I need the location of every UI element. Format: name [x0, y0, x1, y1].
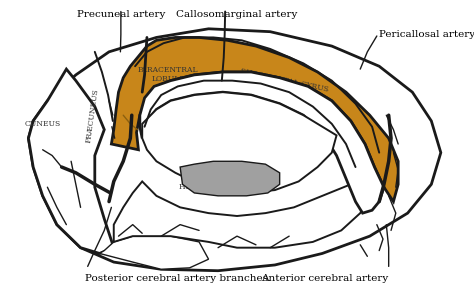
Text: HIPPO CAM PAL G YRUS: HIPPO CAM PAL G YRUS: [179, 183, 276, 191]
Text: Corpus callosum: Corpus callosum: [201, 124, 273, 141]
Text: CUNEUS: CUNEUS: [25, 120, 61, 128]
Text: Precuneal artery: Precuneal artery: [77, 10, 165, 19]
Polygon shape: [111, 37, 398, 202]
Polygon shape: [28, 69, 114, 253]
Polygon shape: [140, 72, 384, 213]
Text: Pericallosal artery: Pericallosal artery: [379, 30, 474, 39]
Polygon shape: [114, 181, 370, 248]
Text: PRÆCUNEUS: PRÆCUNEUS: [85, 88, 100, 143]
Text: Posterior cerebral artery branches: Posterior cerebral artery branches: [85, 274, 268, 283]
Text: PARACENTRAL
LOBULE: PARACENTRAL LOBULE: [138, 66, 199, 84]
Text: SUP. FRONTAL GYRUS: SUP. FRONTAL GYRUS: [239, 67, 329, 94]
Text: Callosomarginal artery: Callosomarginal artery: [176, 10, 298, 19]
Polygon shape: [142, 92, 337, 193]
Polygon shape: [180, 161, 280, 196]
Polygon shape: [28, 29, 441, 271]
Text: Anterior cerebral artery: Anterior cerebral artery: [262, 274, 389, 283]
Polygon shape: [100, 236, 209, 269]
